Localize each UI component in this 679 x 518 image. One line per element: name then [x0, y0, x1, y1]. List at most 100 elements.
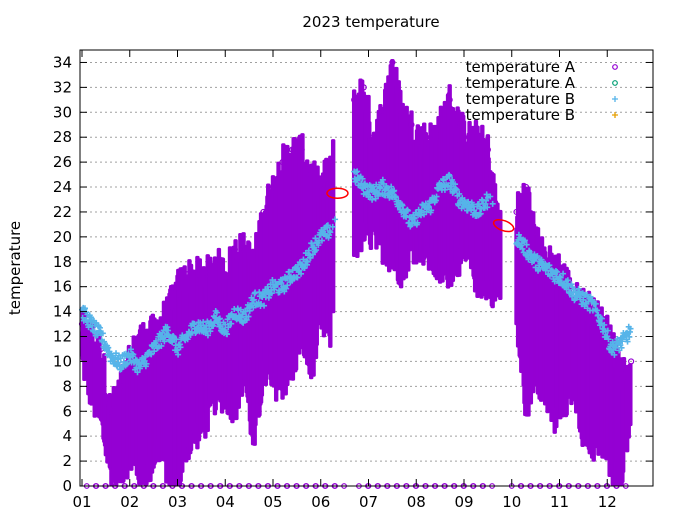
legend-marker-circle	[612, 80, 618, 86]
temperature-b-point	[312, 235, 319, 242]
x-tick-label: 09	[454, 493, 473, 511]
temperature-a-point	[446, 96, 453, 103]
temperature-b-point	[83, 317, 90, 324]
x-tick-label: 12	[598, 493, 617, 511]
temperature-b-point	[81, 305, 88, 312]
plot-border	[79, 49, 654, 487]
temperature-a-point	[269, 183, 277, 191]
temperature-b-point	[153, 338, 160, 345]
temperature-a-point	[308, 171, 315, 178]
temperature-a-point	[465, 134, 472, 141]
temperature-b-point	[534, 253, 541, 260]
temperature-b-point	[601, 321, 608, 328]
temperature-a-point	[379, 109, 386, 116]
temperature-b-point	[250, 296, 257, 303]
temperature-b-point	[117, 355, 124, 362]
temperature-b-point	[519, 245, 526, 252]
y-tick-label: 24	[53, 178, 72, 196]
temperature-b-point	[377, 184, 384, 191]
temperature-a-point	[260, 208, 267, 216]
x-tick-label: 05	[263, 493, 282, 511]
temperature-b-point	[324, 222, 331, 229]
temperature-b-point	[433, 193, 440, 200]
temperature-a-point	[618, 370, 625, 377]
temperature-b-point	[286, 268, 293, 275]
legend-label: temperature B	[466, 106, 575, 124]
temperature-b-point	[329, 223, 336, 230]
temperature-a-point	[351, 96, 358, 103]
temperature-b-point	[521, 237, 528, 244]
y-tick-label: 8	[62, 377, 72, 395]
temperature-b-point	[453, 187, 460, 194]
x-tick-label: 11	[550, 493, 569, 511]
temperature-b-point	[228, 320, 235, 327]
temperature-b-point	[563, 286, 570, 293]
temperature-b-point	[148, 351, 155, 358]
temperature-b-point	[546, 262, 553, 269]
temperature-b-point	[552, 267, 559, 274]
temperature-a-point	[532, 233, 539, 240]
y-tick-label: 12	[53, 328, 72, 346]
x-tick-label: 08	[407, 493, 426, 511]
temperature-a-point	[398, 109, 406, 116]
legend-marker-plus	[612, 96, 618, 102]
temperature-b-point	[246, 307, 253, 314]
y-tick-label: 30	[53, 103, 72, 121]
temperature-a-band-column	[628, 363, 633, 427]
temperature-b-point	[304, 258, 311, 265]
temperature-b-point	[99, 330, 106, 337]
temperature-b-point	[312, 247, 319, 254]
temperature-b-point	[530, 257, 537, 264]
temperature-a-band-column	[498, 209, 503, 301]
temperature-a-point	[475, 134, 482, 141]
temperature-a-point	[193, 271, 200, 278]
legend-marker-circle	[612, 64, 618, 70]
y-tick-label: 22	[53, 203, 72, 221]
temperature-a-point	[231, 246, 238, 253]
temperature-b-point	[276, 289, 283, 296]
temperature-b-point	[278, 276, 285, 283]
temperature-b-point	[404, 207, 411, 214]
temperature-a-point	[279, 159, 286, 166]
temperature-b-point	[296, 267, 303, 274]
temperature-b-point	[595, 311, 602, 318]
x-tick-label: 10	[502, 493, 521, 511]
temperature-b-point	[564, 277, 571, 284]
temperature-b-point	[359, 175, 366, 182]
temperature-a-point	[456, 121, 463, 128]
temperature-a-point	[155, 320, 162, 328]
temperature-b-point	[118, 363, 125, 370]
temperature-b-point	[158, 342, 165, 349]
temperature-b-point	[294, 274, 301, 281]
temperature-b-point	[115, 359, 122, 366]
temperature-b-point	[489, 200, 496, 207]
temperature-b-point	[611, 351, 618, 358]
y-tick-label: 4	[62, 427, 72, 445]
temperature-b-point	[94, 332, 101, 339]
y-tick-label: 0	[62, 477, 72, 495]
x-tick-label: 07	[359, 493, 378, 511]
temperature-a-point	[222, 271, 229, 278]
annotation-layer	[326, 187, 515, 233]
temperature-b-point	[207, 328, 214, 335]
temperature-b-point	[284, 282, 291, 289]
temperature-a-point	[408, 121, 415, 128]
x-tick-label: 01	[72, 493, 91, 511]
temperature-b-point	[134, 369, 141, 376]
y-tick-label: 14	[53, 303, 72, 321]
red-highlight-ellipse	[492, 218, 515, 233]
y-tick-label: 18	[53, 253, 72, 271]
temperature-b-point	[327, 229, 334, 236]
temperature-b-point	[216, 315, 223, 322]
temperature-b-point	[245, 313, 252, 320]
temperature-b-point	[560, 270, 567, 277]
temperature-b-point	[127, 346, 134, 353]
temperature-b-point	[175, 351, 182, 358]
data-layer	[78, 59, 635, 489]
temperature-b-point	[143, 360, 150, 367]
temperature-a-point	[212, 258, 219, 265]
temperature-b-point	[428, 207, 435, 214]
temperature-b-point	[388, 183, 395, 190]
x-tick-label: 02	[120, 493, 139, 511]
